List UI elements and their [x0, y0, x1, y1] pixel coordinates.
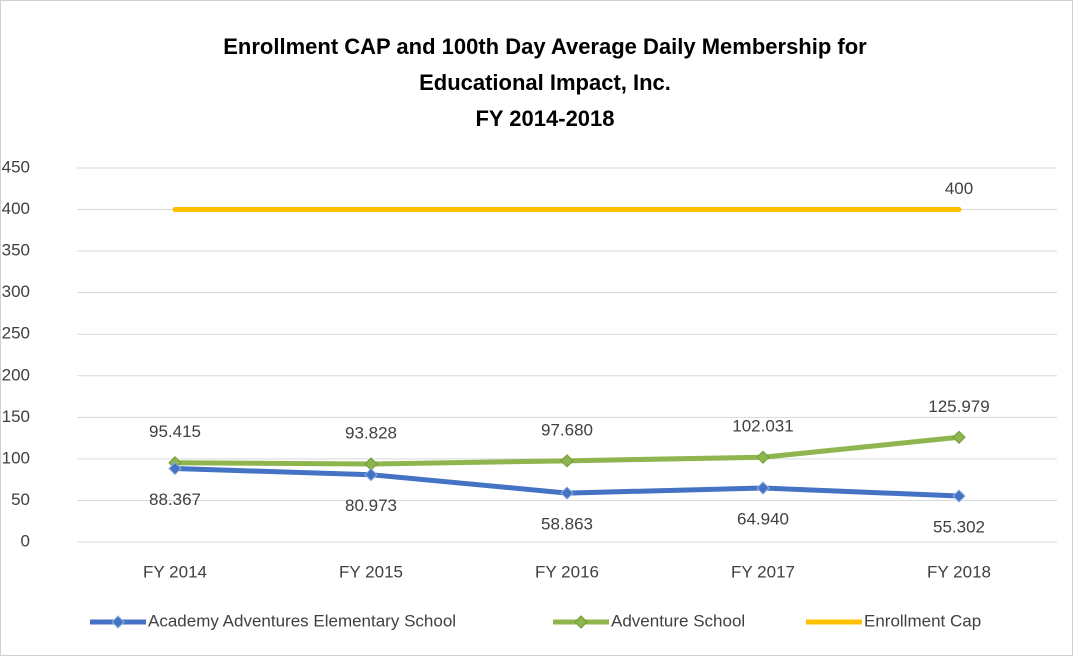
data-label: 64.940 — [737, 510, 789, 529]
y-tick-label: 350 — [2, 241, 30, 260]
y-tick-label: 450 — [2, 157, 30, 176]
data-label: 97.680 — [541, 420, 593, 439]
x-tick-label: FY 2015 — [339, 562, 403, 581]
x-tick-label: FY 2014 — [143, 562, 207, 581]
marker — [364, 467, 378, 482]
y-tick-label: 150 — [2, 407, 30, 426]
marker — [560, 486, 574, 500]
legend-label: Adventure School — [611, 611, 745, 630]
y-tick-label: 100 — [2, 448, 30, 467]
legend-marker — [574, 615, 588, 629]
y-tick-label: 200 — [2, 365, 30, 384]
y-tick-label: 0 — [21, 531, 30, 550]
legend-marker — [111, 615, 125, 629]
data-label: 400 — [945, 179, 973, 198]
data-label: 93.828 — [345, 424, 397, 443]
data-label: 80.973 — [345, 496, 397, 515]
x-tick-label: FY 2018 — [927, 562, 991, 581]
chart-title: Educational Impact, Inc. — [419, 70, 671, 95]
y-tick-label: 250 — [2, 324, 30, 343]
marker — [952, 489, 966, 503]
legend-label: Academy Adventures Elementary School — [148, 611, 456, 630]
data-label: 102.031 — [732, 417, 793, 436]
marker — [560, 454, 574, 468]
data-label: 58.863 — [541, 515, 593, 534]
y-tick-label: 300 — [2, 282, 30, 301]
data-label: 125.979 — [928, 397, 989, 416]
data-label: 95.415 — [149, 422, 201, 441]
data-label: 55.302 — [933, 518, 985, 537]
y-tick-label: 400 — [2, 199, 30, 218]
marker — [952, 430, 966, 445]
chart-title: FY 2014-2018 — [475, 106, 614, 131]
data-label: 88.367 — [149, 490, 201, 509]
x-tick-label: FY 2017 — [731, 562, 795, 581]
marker — [168, 461, 182, 476]
y-tick-label: 50 — [11, 490, 30, 509]
x-tick-label: FY 2016 — [535, 562, 599, 581]
chart-title: Enrollment CAP and 100th Day Average Dai… — [223, 34, 867, 59]
marker — [756, 481, 770, 495]
legend-label: Enrollment Cap — [864, 611, 981, 630]
marker — [756, 450, 770, 464]
